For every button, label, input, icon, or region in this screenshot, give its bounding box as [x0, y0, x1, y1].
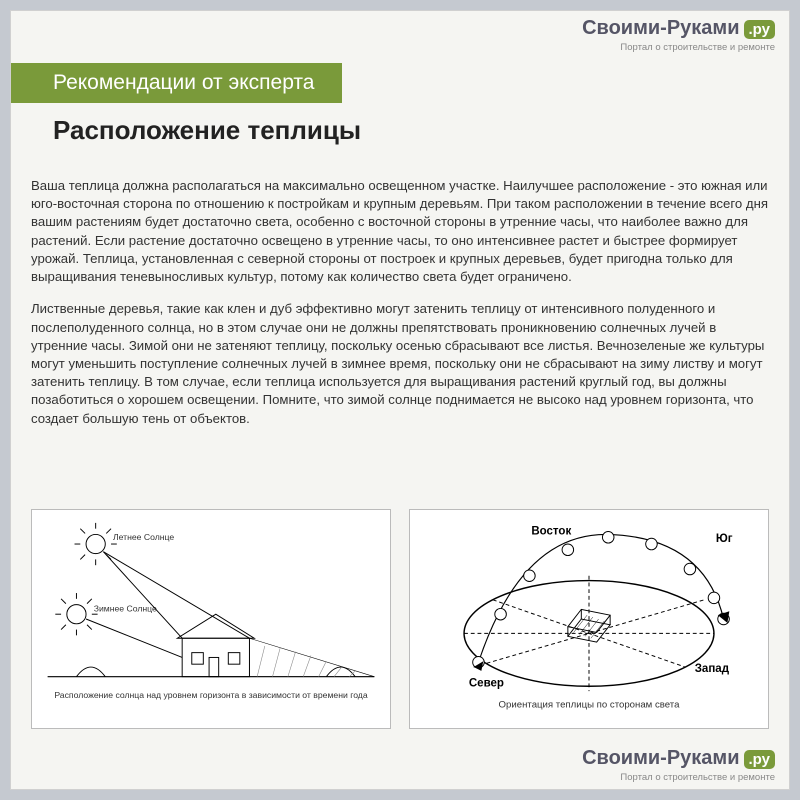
compass-north: Север [469, 677, 504, 689]
compass-west: Запад [695, 663, 730, 675]
logo-badge: .ру [744, 20, 775, 39]
diagram-sun-elevation: Летнее Cолнце Зимнее Cолнце [31, 509, 391, 729]
logo-badge-bottom: .ру [744, 750, 775, 769]
logo-brand-text-bottom: Своими-Руками [582, 747, 739, 769]
logo-brand: Своими-Руками .ру [582, 17, 775, 40]
winter-sun-label: Зимнее Cолнце [94, 603, 157, 613]
diagrams-row: Летнее Cолнце Зимнее Cолнце [31, 509, 769, 729]
diagram2-caption: Ориентация теплицы по сторонам света [499, 699, 681, 710]
paragraph-1: Ваша теплица должна располагаться на мак… [31, 177, 769, 286]
logo-brand-text: Своими-Руками [582, 17, 739, 39]
diagram-compass: Восток Юг Запад Север Ориентация теплицы… [409, 509, 769, 729]
diagram1-caption-l1: Расположение солнца над уровнем горизонт… [54, 690, 368, 700]
logo-brand-bottom: Своими-Руками .ру [582, 747, 775, 770]
paragraph-2: Лиственные деревья, такие как клен и дуб… [31, 300, 769, 428]
compass-south: Юг [716, 533, 733, 545]
summer-sun-label: Летнее Cолнце [113, 532, 174, 542]
logo-bottom: Своими-Руками .ру Портал о строительстве … [582, 747, 775, 783]
logo-top: Своими-Руками .ру Портал о строительстве … [582, 17, 775, 53]
compass-east: Восток [531, 525, 571, 537]
logo-tagline-bottom: Портал о строительстве и ремонте [582, 772, 775, 783]
page: Своими-Руками .ру Портал о строительстве … [10, 10, 790, 790]
body-text: Ваша теплица должна располагаться на мак… [31, 177, 769, 442]
page-title: Расположение теплицы [53, 115, 361, 146]
logo-tagline: Портал о строительстве и ремонте [582, 42, 775, 53]
expert-ribbon: Рекомендации от эксперта [11, 63, 342, 103]
